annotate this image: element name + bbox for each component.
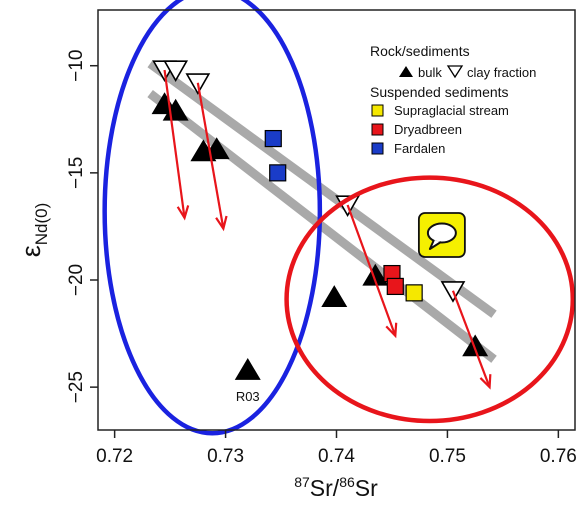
blue-ellipse <box>102 0 323 436</box>
legend-fardalen-marker <box>371 142 384 155</box>
trend-line-1 <box>147 59 497 318</box>
legend-clay-marker <box>446 65 464 79</box>
dryadbreen-point-2 <box>386 277 404 296</box>
legend-bulk-marker <box>399 66 413 77</box>
bulk-point-8 <box>462 334 489 357</box>
speech-bubble-tail <box>428 239 442 250</box>
legend-dryadbreen-label: Dryadbreen <box>394 122 462 137</box>
y-tick-label-1: −10 <box>66 50 87 82</box>
speech-bubble-icon <box>417 212 466 258</box>
point-label-r03: R03 <box>236 389 260 404</box>
y-axis-title-base: ε <box>16 245 46 257</box>
legend-bulk-label: bulk <box>418 65 442 80</box>
x-tick-label-5: 0.76 <box>540 446 577 467</box>
y-tick-label-3: −20 <box>66 264 87 296</box>
legend-group2-title: Suspended sediments <box>370 84 509 100</box>
x-tick-label-1: 0.72 <box>96 446 133 467</box>
x-tick-label-3: 0.74 <box>318 446 355 467</box>
arrow-head-3 <box>385 322 398 339</box>
speech-bubble-fill <box>429 225 455 241</box>
fardalen-point-2 <box>269 164 287 182</box>
legend-group1-title: Rock/sediments <box>370 43 470 59</box>
legend-dryadbreen-marker <box>371 123 384 136</box>
x-axis-title: 87Sr/86Sr <box>294 474 378 501</box>
arrow-shaft-2 <box>196 82 225 229</box>
y-tick-label-4: −25 <box>66 371 87 403</box>
bulk-point-7 <box>362 263 389 286</box>
fardalen-point-1 <box>264 129 282 148</box>
arrow-head-4 <box>479 374 492 390</box>
y-axis-title-sub: Nd(0) <box>32 203 51 246</box>
legend-clay-label: clay fraction <box>467 65 536 80</box>
legend-fardalen-label: Fardalen <box>394 141 445 156</box>
x-axis-title-sup2: 86 <box>339 474 355 490</box>
x-axis-title-sup1: 87 <box>294 474 310 490</box>
legend: Rock/sediments bulk clay fraction Suspen… <box>370 43 536 156</box>
x-tick-label-4: 0.75 <box>429 446 466 467</box>
arrow-head-1 <box>176 205 190 221</box>
y-tick-label-2: −15 <box>66 157 87 189</box>
red-ellipse <box>284 175 576 424</box>
arrow-shaft-4 <box>451 290 491 388</box>
x-axis-title-base1: Sr/ <box>310 475 340 501</box>
y-axis-title: εNd(0) <box>16 203 51 258</box>
clay-fraction-point-2 <box>163 60 189 83</box>
legend-supraglacial-marker <box>371 104 384 117</box>
legend-supraglacial-label: Supraglacial stream <box>394 103 509 118</box>
arrow-shaft-1 <box>163 69 186 219</box>
arrow-shaft-3 <box>346 204 397 337</box>
x-axis-title-base2: Sr <box>355 475 378 501</box>
bulk-point-6 <box>321 285 348 307</box>
x-tick-label-2: 0.73 <box>207 446 244 467</box>
arrow-head-2 <box>215 215 228 232</box>
supraglacial-stream-point-1 <box>405 284 423 302</box>
bulk-point-5 <box>234 358 261 380</box>
